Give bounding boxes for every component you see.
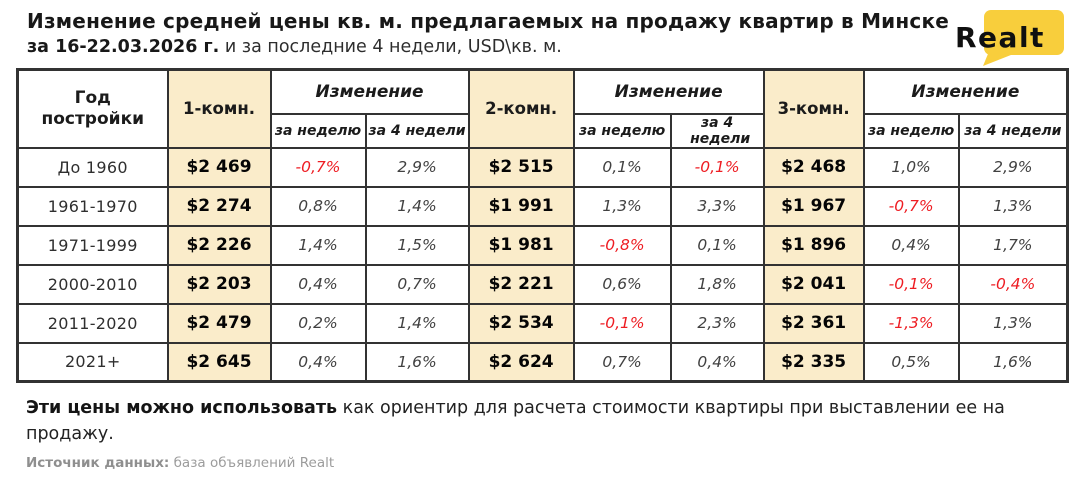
year-built-cell: 2021+ bbox=[16, 341, 169, 383]
change-cell: 0,6% bbox=[572, 263, 672, 305]
table-row: 2000-2010 $2 203 0,4% 0,7% $2 221 0,6% 1,8% $2 … bbox=[16, 263, 1069, 305]
price-cell: $2 624 bbox=[467, 341, 575, 383]
realt-logo-text: Realt bbox=[955, 21, 1045, 54]
price-table: Год постройки 1-комн. Изменение 2-комн. … bbox=[16, 68, 1070, 384]
change-cell: 1,0% bbox=[862, 146, 960, 188]
change-cell: 0,4% bbox=[669, 341, 765, 383]
year-built-cell: 2011-2020 bbox=[16, 302, 169, 344]
price-cell: $2 041 bbox=[762, 263, 865, 305]
change-cell: 0,7% bbox=[572, 341, 672, 383]
usage-note: Эти цены можно использовать как ориентир… bbox=[26, 396, 1040, 447]
change-cell: 1,4% bbox=[269, 224, 367, 266]
change-cell: 1,7% bbox=[957, 224, 1069, 266]
table-header: Год постройки 1-комн. Изменение 2-комн. … bbox=[16, 68, 1069, 149]
change-cell: 0,4% bbox=[269, 341, 367, 383]
change-cell: 2,9% bbox=[364, 146, 470, 188]
change-cell: 0,4% bbox=[269, 263, 367, 305]
subtitle-period: за 16-22.03.2026 г. bbox=[27, 37, 220, 57]
price-cell: $2 469 bbox=[166, 146, 272, 188]
header-week-3: за неделю bbox=[862, 112, 960, 149]
price-cell: $1 896 bbox=[762, 224, 865, 266]
header-2-room: 2-комн. bbox=[467, 68, 575, 149]
change-cell: -0,1% bbox=[572, 302, 672, 344]
change-cell: 1,6% bbox=[957, 341, 1069, 383]
change-cell: 1,6% bbox=[364, 341, 470, 383]
subtitle-rest: и за последние 4 недели, USD\кв. м. bbox=[219, 37, 562, 57]
header-week-1: за неделю bbox=[269, 112, 367, 149]
change-cell: 0,1% bbox=[669, 224, 765, 266]
price-cell: $2 534 bbox=[467, 302, 575, 344]
change-cell: 1,5% bbox=[364, 224, 470, 266]
year-built-cell: 1971-1999 bbox=[16, 224, 169, 266]
change-cell: -0,4% bbox=[957, 263, 1069, 305]
page-title: Изменение средней цены кв. м. предлагаем… bbox=[27, 9, 949, 33]
realt-logo: Realt bbox=[954, 9, 1066, 67]
change-cell: 1,8% bbox=[669, 263, 765, 305]
change-cell: 1,4% bbox=[364, 185, 470, 227]
header-change-1: Изменение bbox=[269, 68, 470, 115]
header-year-built: Год постройки bbox=[16, 68, 169, 149]
data-source-label: Источник данных: bbox=[26, 454, 170, 471]
realt-logo-icon: Realt bbox=[955, 10, 1064, 66]
price-cell: $2 221 bbox=[467, 263, 575, 305]
header-1-room: 1-комн. bbox=[166, 68, 272, 149]
table-row: 2011-2020 $2 479 0,2% 1,4% $2 534 -0,1% 2,3% $2… bbox=[16, 302, 1069, 344]
change-cell: 0,5% bbox=[862, 341, 960, 383]
change-cell: -0,1% bbox=[669, 146, 765, 188]
change-cell: 1,4% bbox=[364, 302, 470, 344]
table-row: 2021+ $2 645 0,4% 1,6% $2 624 0,7% 0,4% $2 335 0… bbox=[16, 341, 1069, 383]
change-cell: -0,8% bbox=[572, 224, 672, 266]
price-cell: $1 967 bbox=[762, 185, 865, 227]
title-block: Изменение средней цены кв. м. предлагаем… bbox=[27, 9, 949, 57]
price-cell: $1 991 bbox=[467, 185, 575, 227]
price-cell: $2 274 bbox=[166, 185, 272, 227]
table-row: 1961-1970 $2 274 0,8% 1,4% $1 991 1,3% 3,3% $1 … bbox=[16, 185, 1069, 227]
year-built-cell: До 1960 bbox=[16, 146, 169, 188]
price-cell: $2 361 bbox=[762, 302, 865, 344]
price-cell: $2 645 bbox=[166, 341, 272, 383]
change-cell: 2,3% bbox=[669, 302, 765, 344]
usage-note-rest: как ориентир для расчета стоимости кварт… bbox=[26, 398, 1005, 444]
data-source: Источник данных: база объявлений Realt bbox=[26, 455, 1080, 471]
header-4weeks-3: за 4 недели bbox=[957, 112, 1069, 149]
header: Изменение средней цены кв. м. предлагаем… bbox=[0, 0, 1080, 67]
change-cell: 0,1% bbox=[572, 146, 672, 188]
change-cell: 2,9% bbox=[957, 146, 1069, 188]
data-source-value: база объявлений Realt bbox=[169, 454, 335, 471]
change-cell: 0,8% bbox=[269, 185, 367, 227]
change-cell: 0,4% bbox=[862, 224, 960, 266]
change-cell: -0,7% bbox=[862, 185, 960, 227]
header-change-3: Изменение bbox=[862, 68, 1069, 115]
header-change-2: Изменение bbox=[572, 68, 765, 115]
price-cell: $2 203 bbox=[166, 263, 272, 305]
price-table-body: До 1960 $2 469 -0,7% 2,9% $2 515 0,1% -0,1% $2 … bbox=[16, 146, 1069, 383]
table-row: 1971-1999 $2 226 1,4% 1,5% $1 981 -0,8% 0,1% $1… bbox=[16, 224, 1069, 266]
price-cell: $2 515 bbox=[467, 146, 575, 188]
change-cell: 1,3% bbox=[572, 185, 672, 227]
header-4weeks-1: за 4 недели bbox=[364, 112, 470, 149]
change-cell: 1,3% bbox=[957, 185, 1069, 227]
price-cell: $2 479 bbox=[166, 302, 272, 344]
change-cell: 0,7% bbox=[364, 263, 470, 305]
price-cell: $2 335 bbox=[762, 341, 865, 383]
change-cell: 0,2% bbox=[269, 302, 367, 344]
table-row: До 1960 $2 469 -0,7% 2,9% $2 515 0,1% -0,1% $2 … bbox=[16, 146, 1069, 188]
change-cell: -0,7% bbox=[269, 146, 367, 188]
year-built-cell: 2000-2010 bbox=[16, 263, 169, 305]
price-cell: $2 468 bbox=[762, 146, 865, 188]
usage-note-bold: Эти цены можно использовать bbox=[26, 398, 338, 419]
price-cell: $1 981 bbox=[467, 224, 575, 266]
change-cell: 1,3% bbox=[957, 302, 1069, 344]
header-4weeks-2: за 4 недели bbox=[669, 112, 765, 149]
header-3-room: 3-комн. bbox=[762, 68, 865, 149]
change-cell: -1,3% bbox=[862, 302, 960, 344]
year-built-cell: 1961-1970 bbox=[16, 185, 169, 227]
price-cell: $2 226 bbox=[166, 224, 272, 266]
page-subtitle: за 16-22.03.2026 г. и за последние 4 нед… bbox=[27, 37, 949, 57]
header-4weeks-2-label: за 4 недели bbox=[690, 114, 751, 147]
change-cell: -0,1% bbox=[862, 263, 960, 305]
change-cell: 3,3% bbox=[669, 185, 765, 227]
header-week-2: за неделю bbox=[572, 112, 672, 149]
